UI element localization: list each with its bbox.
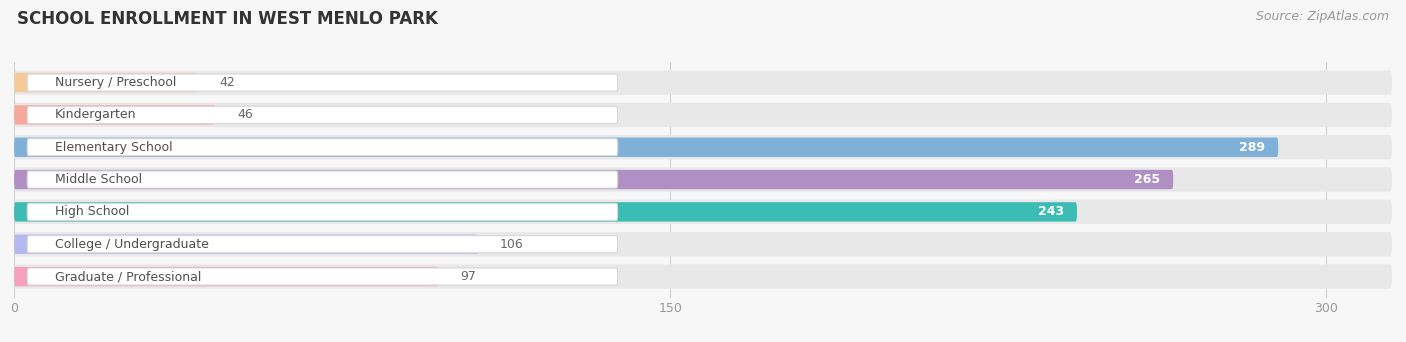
- Text: Graduate / Professional: Graduate / Professional: [55, 270, 201, 283]
- FancyBboxPatch shape: [14, 264, 1392, 289]
- Text: 106: 106: [499, 238, 523, 251]
- Text: Kindergarten: Kindergarten: [55, 108, 136, 121]
- FancyBboxPatch shape: [27, 74, 617, 91]
- Text: SCHOOL ENROLLMENT IN WEST MENLO PARK: SCHOOL ENROLLMENT IN WEST MENLO PARK: [17, 10, 437, 28]
- Text: 97: 97: [460, 270, 477, 283]
- Text: 46: 46: [238, 108, 253, 121]
- Text: 265: 265: [1135, 173, 1160, 186]
- Text: Middle School: Middle School: [55, 173, 142, 186]
- Text: 42: 42: [219, 76, 235, 89]
- FancyBboxPatch shape: [27, 203, 617, 220]
- FancyBboxPatch shape: [14, 105, 215, 124]
- FancyBboxPatch shape: [14, 170, 1173, 189]
- FancyBboxPatch shape: [27, 268, 617, 285]
- Text: College / Undergraduate: College / Undergraduate: [55, 238, 208, 251]
- Text: Source: ZipAtlas.com: Source: ZipAtlas.com: [1256, 10, 1389, 23]
- FancyBboxPatch shape: [14, 137, 1278, 157]
- FancyBboxPatch shape: [14, 235, 478, 254]
- FancyBboxPatch shape: [14, 135, 1392, 159]
- FancyBboxPatch shape: [27, 236, 617, 253]
- FancyBboxPatch shape: [14, 168, 1392, 192]
- FancyBboxPatch shape: [27, 171, 617, 188]
- FancyBboxPatch shape: [27, 139, 617, 156]
- FancyBboxPatch shape: [14, 232, 1392, 256]
- FancyBboxPatch shape: [14, 200, 1392, 224]
- FancyBboxPatch shape: [14, 70, 1392, 95]
- FancyBboxPatch shape: [14, 103, 1392, 127]
- Text: Nursery / Preschool: Nursery / Preschool: [55, 76, 176, 89]
- Text: 243: 243: [1038, 206, 1064, 219]
- Text: Elementary School: Elementary School: [55, 141, 172, 154]
- Text: High School: High School: [55, 206, 129, 219]
- Text: 289: 289: [1239, 141, 1265, 154]
- FancyBboxPatch shape: [27, 106, 617, 123]
- FancyBboxPatch shape: [14, 202, 1077, 222]
- FancyBboxPatch shape: [14, 73, 198, 92]
- FancyBboxPatch shape: [14, 267, 439, 286]
